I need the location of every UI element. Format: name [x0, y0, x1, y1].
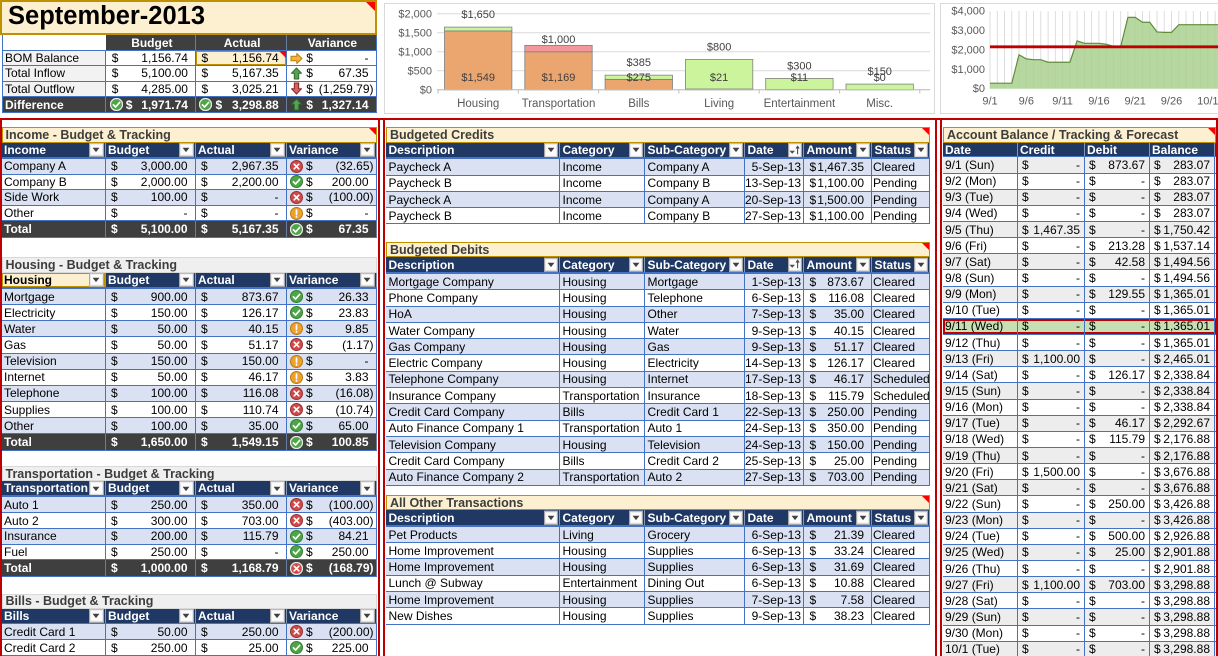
svg-text:$2,000: $2,000 [398, 8, 432, 20]
svg-text:$1,169: $1,169 [542, 72, 576, 84]
svg-text:$1,000: $1,000 [951, 64, 985, 76]
svg-text:$21: $21 [710, 72, 728, 84]
svg-text:Entertainment: Entertainment [764, 98, 836, 110]
svg-text:$800: $800 [707, 41, 731, 53]
svg-text:$385: $385 [627, 57, 651, 69]
svg-text:$1,000: $1,000 [398, 46, 432, 58]
svg-text:$1,650: $1,650 [461, 9, 495, 21]
svg-text:$1,549: $1,549 [461, 72, 495, 84]
svg-text:Misc.: Misc. [866, 98, 893, 110]
svg-text:Bills: Bills [628, 98, 649, 110]
svg-text:Transportation: Transportation [522, 98, 596, 110]
svg-text:$3,000: $3,000 [951, 25, 985, 37]
svg-text:$150: $150 [867, 66, 891, 78]
svg-text:$275: $275 [627, 72, 651, 84]
svg-text:$0: $0 [874, 72, 886, 84]
svg-text:$11: $11 [791, 72, 809, 84]
svg-text:$1,000: $1,000 [542, 34, 576, 46]
svg-text:$1,500: $1,500 [398, 27, 432, 39]
svg-text:$0: $0 [973, 83, 985, 95]
svg-text:9/21: 9/21 [1124, 96, 1145, 108]
svg-text:Housing: Housing [457, 98, 499, 110]
svg-text:9/1: 9/1 [982, 96, 997, 108]
svg-text:9/6: 9/6 [1019, 96, 1034, 108]
svg-text:$300: $300 [787, 60, 811, 72]
svg-text:Living: Living [704, 98, 734, 110]
svg-text:9/26: 9/26 [1161, 96, 1182, 108]
svg-text:$500: $500 [408, 65, 432, 77]
svg-text:9/16: 9/16 [1088, 96, 1109, 108]
svg-text:$2,000: $2,000 [951, 44, 985, 56]
svg-text:$4,000: $4,000 [951, 6, 985, 18]
svg-text:10/1: 10/1 [1197, 96, 1218, 108]
svg-text:9/11: 9/11 [1052, 96, 1073, 108]
svg-text:$0: $0 [420, 84, 432, 96]
